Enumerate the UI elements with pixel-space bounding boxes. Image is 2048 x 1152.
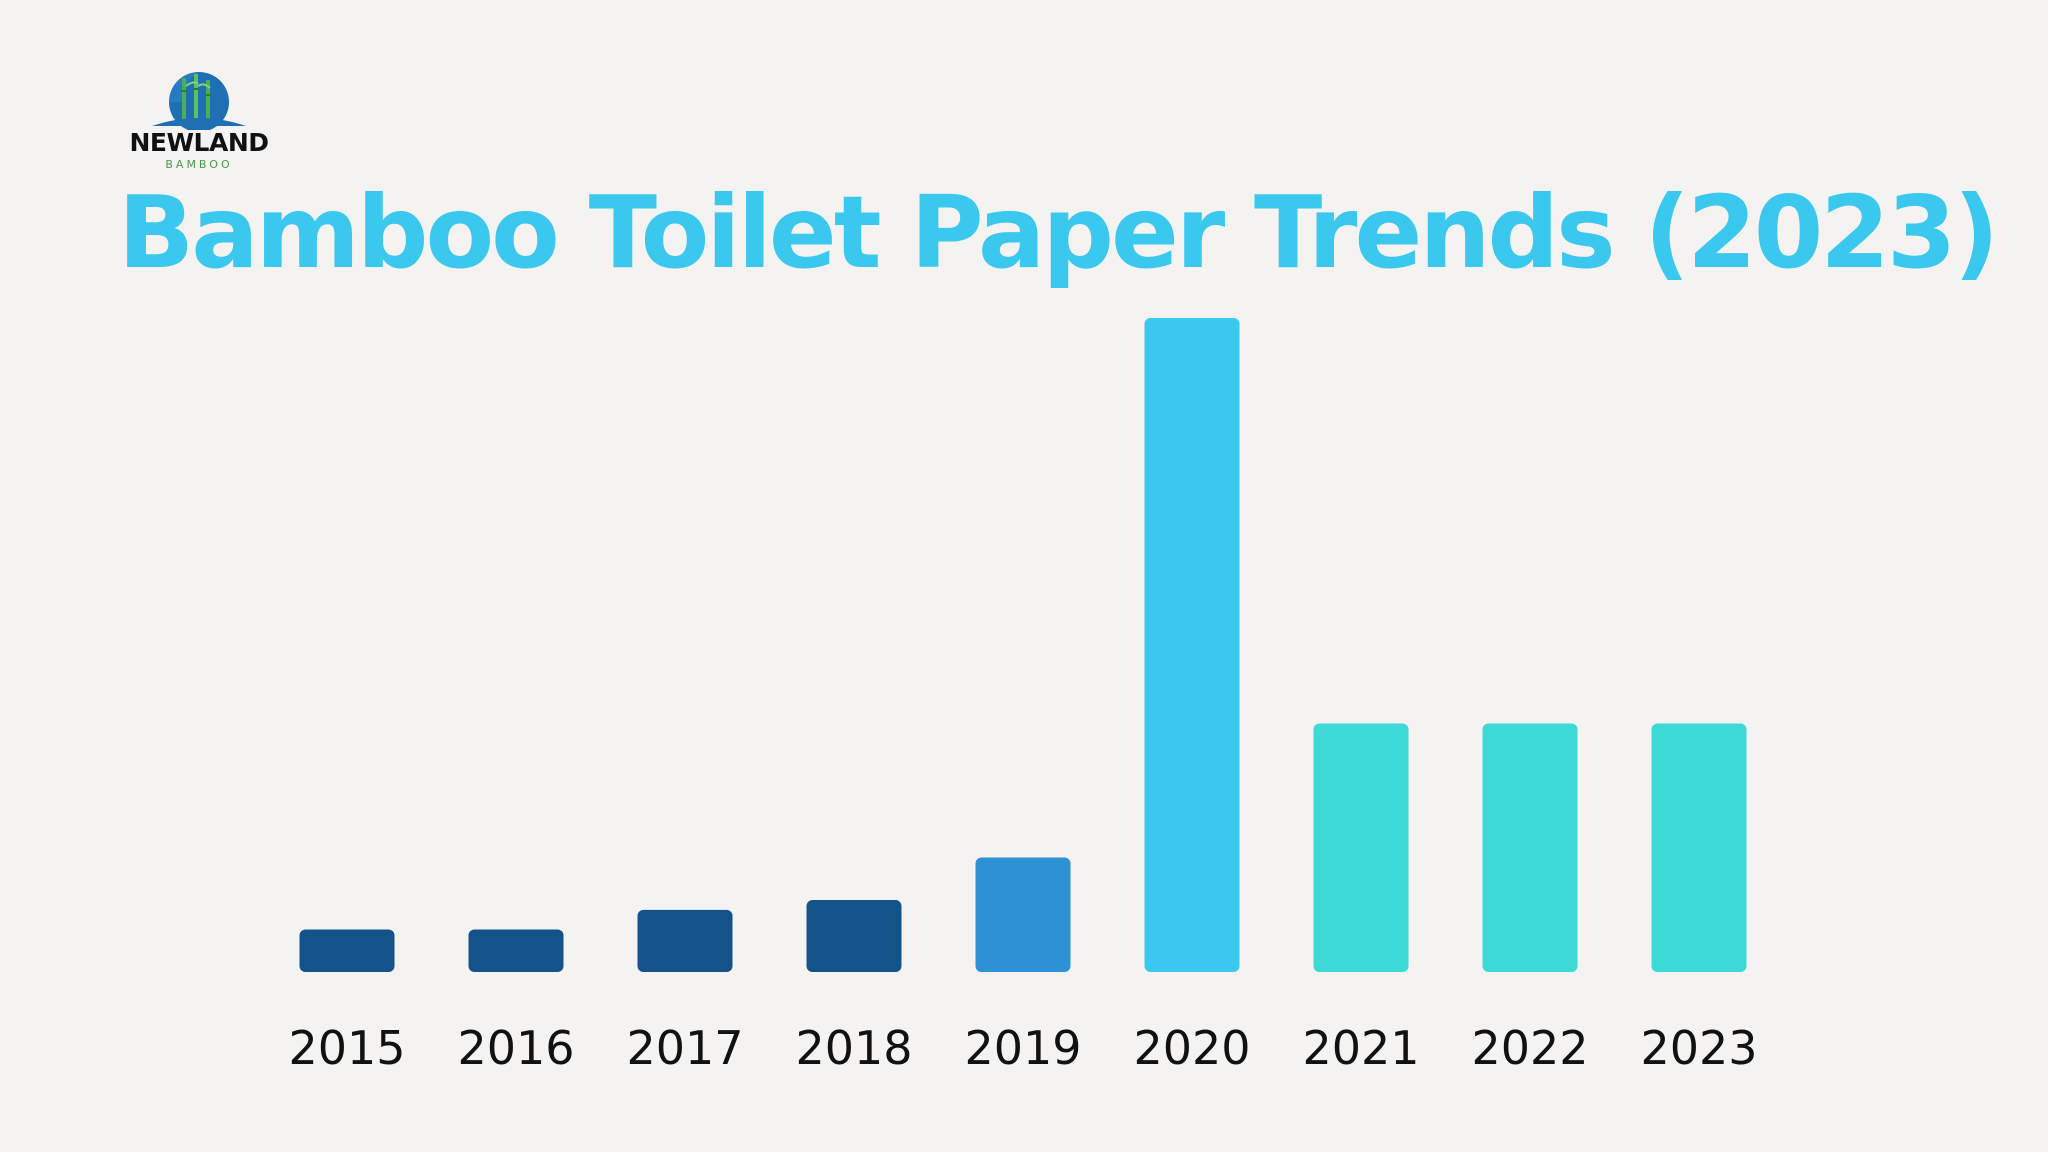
bar-2019 — [975, 857, 1071, 972]
bar-2017 — [637, 909, 733, 972]
tick-label-2018: 2018 — [795, 1021, 912, 1075]
bar-2022 — [1482, 723, 1578, 972]
tick-label-2023: 2023 — [1640, 1021, 1757, 1075]
bar-2016 — [468, 929, 564, 972]
tick-label-2021: 2021 — [1302, 1021, 1419, 1075]
tick-label-2019: 2019 — [964, 1021, 1081, 1075]
chart-title: Bamboo Toilet Paper Trends (2023) — [118, 174, 1999, 291]
bar-2023 — [1651, 723, 1747, 972]
tick-label-2020: 2020 — [1133, 1021, 1250, 1075]
tick-label-2022: 2022 — [1471, 1021, 1588, 1075]
bar-2021 — [1313, 723, 1409, 972]
bar-2015 — [299, 929, 395, 972]
tick-label-2015: 2015 — [288, 1021, 405, 1075]
newland-bamboo-logo: NEWLAND BAMBOO — [124, 70, 274, 174]
tick-label-2017: 2017 — [626, 1021, 743, 1075]
tick-label-2016: 2016 — [457, 1021, 574, 1075]
bamboo-globe-icon — [152, 72, 246, 130]
bar-2020 — [1144, 318, 1240, 972]
logo-tagline: BAMBOO — [165, 158, 233, 171]
bar-2018 — [806, 900, 902, 972]
logo-brand-name: NEWLAND — [129, 128, 269, 157]
